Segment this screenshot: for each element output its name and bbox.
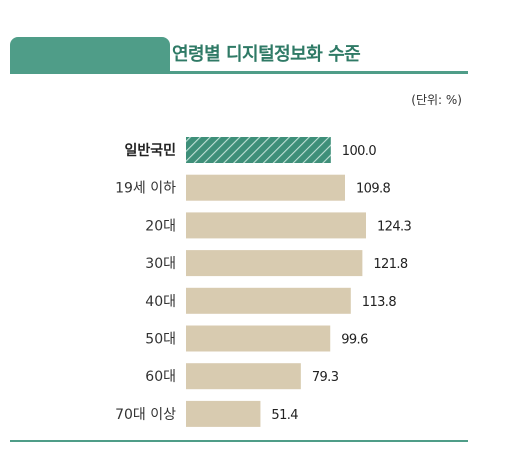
value-label: 109.8 bbox=[356, 182, 391, 197]
category-label: 일반국민 bbox=[124, 142, 176, 159]
bar-highlight bbox=[186, 137, 331, 163]
bar bbox=[186, 212, 366, 239]
title-underline bbox=[10, 71, 468, 74]
value-label: 99.6 bbox=[341, 333, 368, 348]
category-label: 20대 bbox=[145, 218, 176, 234]
bar bbox=[186, 363, 301, 390]
value-label: 121.8 bbox=[373, 257, 408, 272]
category-label: 70대 이상 bbox=[115, 407, 176, 423]
bar bbox=[186, 250, 363, 277]
category-label: 30대 bbox=[145, 256, 176, 272]
title-tab bbox=[10, 37, 170, 73]
category-label: 40대 bbox=[145, 294, 176, 310]
unit-label: (단위: %) bbox=[411, 93, 462, 107]
bar bbox=[186, 325, 331, 352]
bar bbox=[186, 400, 261, 427]
value-label: 113.8 bbox=[362, 295, 397, 310]
category-label: 60대 bbox=[145, 369, 176, 385]
value-label: 51.4 bbox=[271, 408, 298, 423]
category-label: 50대 bbox=[145, 332, 176, 348]
chart-title: 연령별 디지털정보화 수준 bbox=[172, 44, 361, 65]
value-label: 100.0 bbox=[342, 144, 377, 159]
value-label: 79.3 bbox=[312, 370, 339, 385]
bottom-rule bbox=[10, 440, 468, 442]
bar bbox=[186, 174, 346, 201]
category-label: 19세 이하 bbox=[115, 181, 176, 197]
value-label: 124.3 bbox=[377, 219, 412, 234]
bar bbox=[186, 287, 351, 314]
